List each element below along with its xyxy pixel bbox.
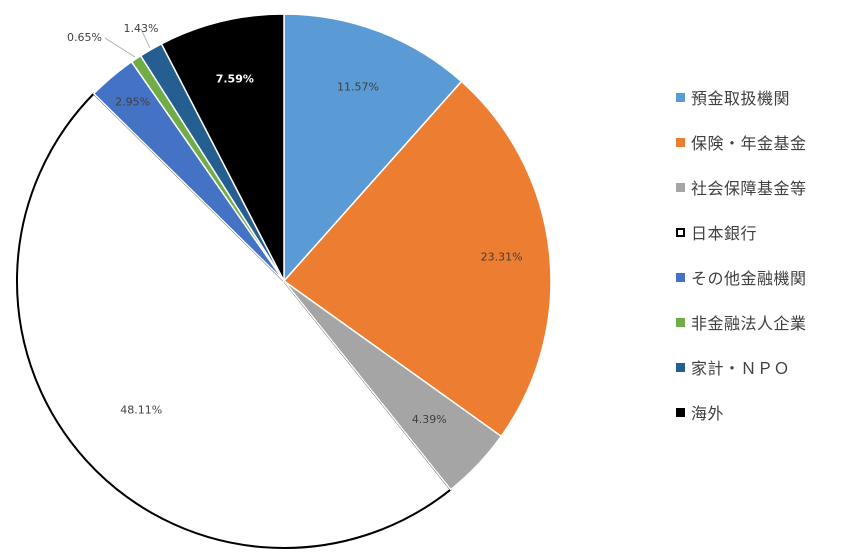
legend-item: 日本銀行 (676, 221, 757, 243)
pie-slices (16, 13, 552, 549)
data-label: 48.11% (120, 404, 162, 417)
legend-item: 非金融法人企業 (676, 311, 807, 333)
legend-label: 預金取扱機関 (691, 89, 791, 108)
legend-swatch (676, 182, 685, 192)
legend-swatch (676, 92, 685, 102)
legend-label: その他金融機関 (691, 269, 807, 288)
legend-label: 家計・ＮＰＯ (691, 359, 791, 378)
data-label: 7.59% (216, 73, 254, 86)
data-label: 23.31% (481, 251, 523, 264)
legend-item: 預金取扱機関 (676, 86, 790, 108)
legend-label: 日本銀行 (691, 224, 758, 243)
legend-label: 保険・年金基金 (691, 134, 807, 153)
data-label: 0.65% (67, 31, 102, 44)
pie-slice-8 (160, 13, 285, 282)
data-label: 11.57% (337, 80, 379, 93)
pie-slice-1 (283, 13, 463, 283)
legend-item: 社会保障基金等 (676, 176, 807, 198)
legend-label: 社会保障基金等 (691, 179, 807, 198)
legend-item: 家計・ＮＰＯ (676, 356, 790, 378)
data-label: 2.95% (115, 95, 150, 108)
legend-item: 海外 (676, 401, 724, 423)
data-label: 4.39% (412, 413, 447, 426)
pie-slice-2 (282, 80, 552, 438)
legend-swatch (676, 227, 685, 237)
legend-item: 保険・年金基金 (676, 131, 807, 153)
leader-line (140, 28, 151, 48)
legend-swatch (676, 137, 685, 147)
legend-swatch (676, 317, 685, 327)
pie-slice-3 (283, 280, 503, 491)
data-label: 1.43% (124, 22, 159, 35)
legend-label: 海外 (691, 404, 725, 423)
legend-swatch (676, 407, 685, 417)
leader-lines (104, 28, 151, 58)
leader-line (104, 37, 136, 58)
pie-slice-4 (16, 92, 453, 549)
legend-swatch (676, 362, 685, 372)
legend-label: 非金融法人企業 (691, 314, 807, 333)
data-labels: 11.57% 23.31% 4.39% 48.11% 2.95% 0.65% 1.43% 7.… (67, 22, 523, 426)
legend-item: その他金融機関 (676, 266, 807, 288)
legend-swatch (676, 272, 685, 282)
